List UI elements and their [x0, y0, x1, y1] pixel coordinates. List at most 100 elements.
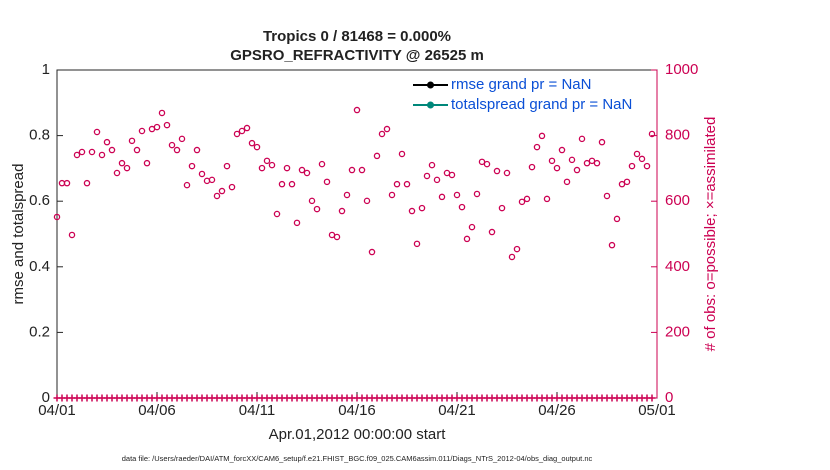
possible-marker: [573, 166, 581, 174]
possible-marker: [433, 176, 441, 184]
possible-marker: [168, 141, 176, 149]
possible-marker: [103, 138, 111, 146]
possible-marker: [123, 164, 131, 172]
possible-marker: [98, 151, 106, 159]
possible-marker: [108, 146, 116, 154]
possible-marker: [118, 159, 126, 167]
possible-marker: [468, 223, 476, 231]
x-tick-label: 04/11: [239, 402, 275, 419]
possible-marker: [303, 169, 311, 177]
possible-marker: [268, 161, 276, 169]
possible-marker: [228, 183, 236, 191]
possible-marker: [428, 161, 436, 169]
possible-marker: [233, 130, 241, 138]
possible-marker: [533, 143, 541, 151]
possible-marker: [278, 180, 286, 188]
possible-marker: [238, 127, 246, 135]
y-tick-label: 0.8: [29, 127, 50, 144]
possible-marker: [583, 159, 591, 167]
possible-marker: [273, 210, 281, 218]
y2-tick-label: 1000: [665, 61, 698, 78]
possible-marker: [603, 192, 611, 200]
possible-marker: [398, 150, 406, 158]
possible-marker: [113, 169, 121, 177]
possible-marker: [248, 139, 256, 147]
possible-marker: [88, 148, 96, 156]
possible-marker: [473, 190, 481, 198]
y2-tick-label: 200: [665, 323, 690, 340]
possible-marker: [523, 195, 531, 203]
y-tick-label: 0.4: [29, 258, 50, 275]
possible-marker: [318, 160, 326, 168]
possible-marker: [453, 191, 461, 199]
possible-marker: [73, 151, 81, 159]
possible-marker: [338, 207, 346, 215]
possible-marker: [163, 121, 171, 129]
possible-marker: [358, 166, 366, 174]
possible-marker: [618, 180, 626, 188]
possible-marker: [208, 176, 216, 184]
possible-marker: [413, 240, 421, 248]
possible-marker: [463, 235, 471, 243]
possible-marker: [363, 197, 371, 205]
possible-marker: [393, 180, 401, 188]
possible-marker: [593, 159, 601, 167]
y-tick-label: 1: [42, 61, 50, 78]
x-axis-label: Apr.01,2012 00:00:00 start: [269, 426, 447, 443]
possible-marker: [183, 181, 191, 189]
y2-tick-label: 600: [665, 192, 690, 209]
possible-marker: [408, 207, 416, 215]
possible-marker: [418, 204, 426, 212]
possible-marker: [448, 171, 456, 179]
possible-marker: [543, 195, 551, 203]
possible-marker: [93, 128, 101, 136]
possible-marker: [483, 160, 491, 168]
possible-marker: [513, 245, 521, 253]
y2-axis-label: # of obs: o=possible; ×=assimilated: [702, 117, 719, 352]
y2-tick-label: 0: [665, 389, 673, 406]
assimilated-marker: [648, 394, 656, 402]
possible-marker: [518, 198, 526, 206]
y-tick-label: 0.2: [29, 323, 50, 340]
possible-marker: [613, 215, 621, 223]
legend-label: rmse grand pr = NaN: [451, 76, 591, 93]
possible-marker: [348, 166, 356, 174]
possible-marker: [308, 197, 316, 205]
x-tick-label: 04/01: [38, 402, 76, 419]
x-tick-label: 04/06: [138, 402, 176, 419]
possible-marker: [528, 163, 536, 171]
possible-marker: [63, 179, 71, 187]
legend-box: [410, 73, 652, 117]
possible-marker: [83, 179, 91, 187]
y2-tick-label: 400: [665, 258, 690, 275]
possible-marker: [178, 135, 186, 143]
possible-marker: [78, 148, 86, 156]
possible-marker: [213, 192, 221, 200]
possible-marker: [288, 180, 296, 188]
possible-marker: [188, 162, 196, 170]
possible-marker: [383, 125, 391, 133]
possible-marker: [333, 233, 341, 241]
possible-marker: [578, 135, 586, 143]
possible-marker: [173, 146, 181, 154]
possible-marker: [608, 241, 616, 249]
possible-marker: [243, 124, 251, 132]
legend-marker: [427, 101, 434, 109]
possible-marker: [638, 155, 646, 163]
possible-marker: [193, 146, 201, 154]
possible-marker: [548, 157, 556, 165]
possible-marker: [493, 167, 501, 175]
legend-marker: [427, 81, 434, 89]
possible-marker: [218, 187, 226, 195]
possible-marker: [373, 152, 381, 160]
possible-marker: [488, 228, 496, 236]
possible-marker: [283, 164, 291, 172]
possible-marker: [508, 253, 516, 261]
y2-tick-label: 800: [665, 127, 690, 144]
possible-marker: [438, 193, 446, 201]
x-tick-label: 04/16: [338, 402, 376, 419]
y-axis-label: rmse and totalspread: [10, 164, 27, 305]
possible-marker: [143, 159, 151, 167]
possible-marker: [628, 162, 636, 170]
chart-subtitle: GPSRO_REFRACTIVITY @ 26525 m: [230, 47, 484, 64]
